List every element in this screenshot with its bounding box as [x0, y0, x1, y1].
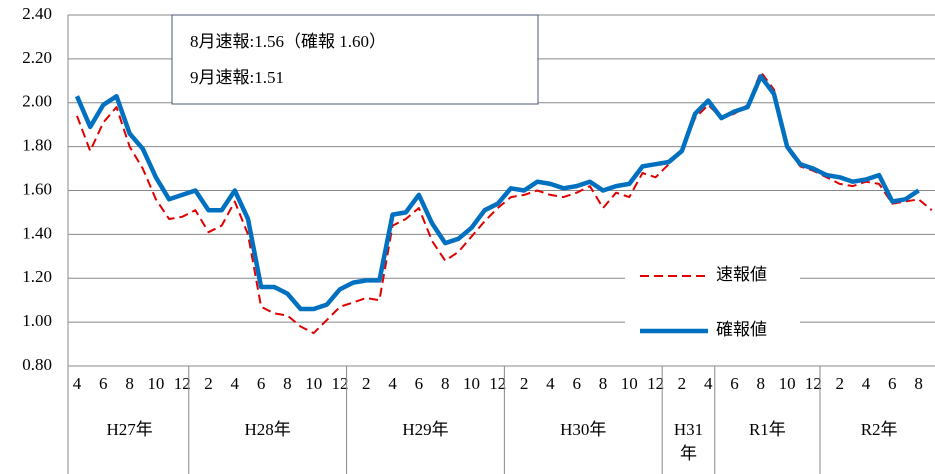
x-tick-label: 12 [489, 374, 506, 393]
x-tick-label: 2 [362, 374, 371, 393]
x-tick-label: 12 [174, 374, 191, 393]
series-line [74, 74, 920, 312]
y-tick-label: 2.20 [22, 48, 52, 67]
x-tick-label: 4 [862, 374, 871, 393]
group-label: H29年 [402, 420, 449, 439]
x-tick-label: 10 [147, 374, 164, 393]
x-tick-label: 8 [599, 374, 608, 393]
x-tick-label: 6 [257, 374, 266, 393]
x-tick-label: 4 [231, 374, 240, 393]
x-tick-label: 12 [647, 374, 664, 393]
y-tick-label: 2.40 [22, 4, 52, 23]
x-tick-label: 2 [204, 374, 213, 393]
y-tick-label: 1.60 [22, 179, 52, 198]
x-tick-label: 8 [283, 374, 292, 393]
x-tick-label: 6 [572, 374, 581, 393]
x-tick-label: 4 [546, 374, 555, 393]
x-tick-label: 10 [463, 374, 480, 393]
x-tick-label: 2 [835, 374, 844, 393]
group-label: H27年 [106, 420, 153, 439]
x-tick-label: 4 [388, 374, 397, 393]
x-tick-label: 6 [415, 374, 424, 393]
x-tick-label: 4 [704, 374, 713, 393]
y-tick-label: 1.40 [22, 223, 52, 242]
annotation: 8月速報:1.56（確報 1.60） [190, 32, 386, 51]
x-tick-label: 2 [520, 374, 529, 393]
x-tick-label: 4 [73, 374, 82, 393]
x-tick-label: 8 [441, 374, 450, 393]
x-tick-label: 6 [888, 374, 897, 393]
x-tick-label: 6 [730, 374, 739, 393]
x-tick-label: 2 [678, 374, 687, 393]
y-tick-label: 1.00 [22, 311, 52, 330]
x-tick-label: 12 [332, 374, 349, 393]
legend-box [625, 250, 800, 355]
group-label: H31年 [673, 420, 704, 463]
y-tick-label: 0.80 [22, 355, 52, 374]
x-tick-label: 10 [779, 374, 796, 393]
group-label: R1年 [748, 420, 786, 439]
group-label: R2年 [860, 420, 898, 439]
y-tick-label: 1.20 [22, 267, 52, 286]
x-tick-label: 12 [805, 374, 822, 393]
x-tick-label: 8 [125, 374, 134, 393]
annotation-box [171, 14, 539, 105]
group-label: H30年 [560, 420, 607, 439]
annotation: 9月速報:1.51 [190, 68, 284, 87]
legend-label: 確報値 [716, 320, 767, 339]
x-tick-label: 10 [305, 374, 322, 393]
y-tick-label: 1.80 [22, 136, 52, 155]
x-tick-label: 8 [914, 374, 923, 393]
group-label: H28年 [244, 420, 291, 439]
x-tick-label: 6 [99, 374, 108, 393]
legend-label: 速報値 [716, 265, 767, 284]
y-tick-label: 2.00 [22, 92, 52, 111]
x-tick-label: 10 [621, 374, 638, 393]
x-tick-label: 8 [757, 374, 766, 393]
